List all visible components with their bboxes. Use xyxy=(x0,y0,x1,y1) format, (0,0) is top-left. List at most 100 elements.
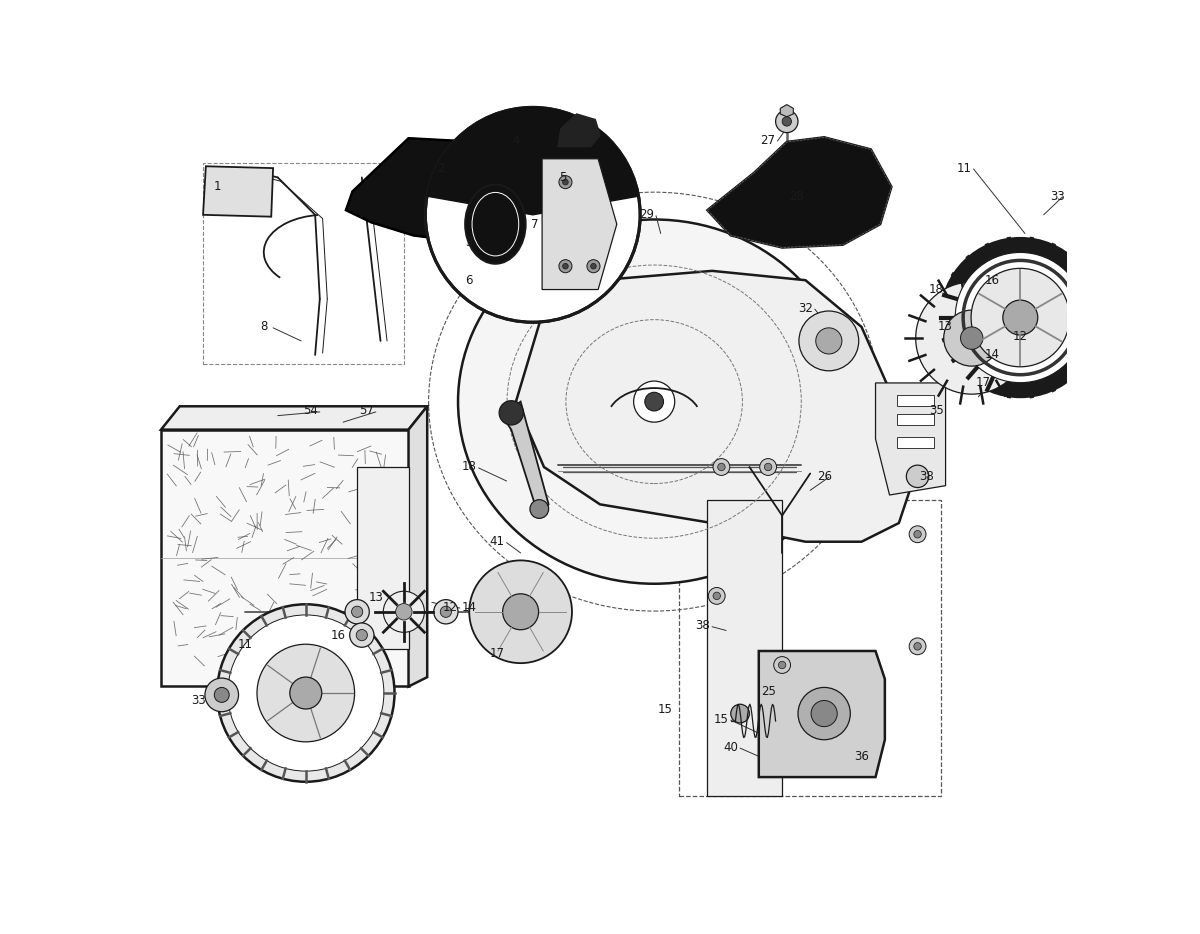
Text: 12: 12 xyxy=(443,601,458,614)
Circle shape xyxy=(469,560,572,663)
Polygon shape xyxy=(898,437,935,448)
Circle shape xyxy=(779,661,786,669)
Text: 25: 25 xyxy=(761,685,775,698)
Circle shape xyxy=(782,117,792,126)
Polygon shape xyxy=(758,651,884,777)
Circle shape xyxy=(941,238,1099,397)
Circle shape xyxy=(775,110,798,133)
Polygon shape xyxy=(708,137,892,248)
Text: 38: 38 xyxy=(919,470,935,483)
Circle shape xyxy=(713,592,720,600)
Text: 32: 32 xyxy=(798,302,812,315)
Polygon shape xyxy=(427,107,638,215)
Text: 54: 54 xyxy=(304,404,318,417)
Text: 16: 16 xyxy=(985,274,1000,287)
Circle shape xyxy=(914,531,922,538)
Polygon shape xyxy=(898,414,935,425)
Circle shape xyxy=(811,700,838,727)
Polygon shape xyxy=(542,159,617,290)
Text: 14: 14 xyxy=(462,601,476,614)
Text: 11: 11 xyxy=(238,638,252,651)
Circle shape xyxy=(960,327,983,349)
Text: 57: 57 xyxy=(359,404,374,417)
Text: 36: 36 xyxy=(854,750,869,763)
Polygon shape xyxy=(161,406,427,430)
Text: 38: 38 xyxy=(695,619,710,632)
Circle shape xyxy=(503,594,539,630)
Text: 8: 8 xyxy=(260,320,268,333)
Text: 1: 1 xyxy=(214,180,221,193)
Text: 15: 15 xyxy=(658,703,673,716)
Circle shape xyxy=(708,587,725,604)
Text: 11: 11 xyxy=(956,162,972,175)
Circle shape xyxy=(943,310,1000,366)
Circle shape xyxy=(433,600,458,624)
Text: 41: 41 xyxy=(490,535,505,548)
Circle shape xyxy=(215,687,229,702)
Circle shape xyxy=(228,615,384,771)
Text: 18: 18 xyxy=(929,283,943,296)
Circle shape xyxy=(563,179,569,185)
Text: 13: 13 xyxy=(368,591,383,604)
Circle shape xyxy=(718,463,725,471)
Circle shape xyxy=(910,526,926,543)
Polygon shape xyxy=(876,383,946,495)
Text: 6: 6 xyxy=(466,274,473,287)
Circle shape xyxy=(290,677,322,709)
Circle shape xyxy=(349,623,374,647)
Circle shape xyxy=(644,392,664,411)
Polygon shape xyxy=(502,402,548,518)
Text: 17: 17 xyxy=(490,647,505,660)
Circle shape xyxy=(590,263,596,269)
Text: 18: 18 xyxy=(462,460,476,474)
Text: 33: 33 xyxy=(191,694,205,707)
Text: 12: 12 xyxy=(1013,330,1027,343)
Circle shape xyxy=(760,459,776,475)
Circle shape xyxy=(799,311,859,371)
Circle shape xyxy=(563,263,569,269)
Circle shape xyxy=(440,606,451,617)
Ellipse shape xyxy=(458,219,851,584)
Circle shape xyxy=(914,643,922,650)
Text: 3: 3 xyxy=(466,236,473,249)
Text: 7: 7 xyxy=(530,218,539,231)
Text: 26: 26 xyxy=(817,470,832,483)
Text: 35: 35 xyxy=(929,404,943,417)
Text: 28: 28 xyxy=(788,190,804,203)
Circle shape xyxy=(713,459,730,475)
Circle shape xyxy=(352,606,362,617)
Polygon shape xyxy=(408,406,427,686)
Circle shape xyxy=(816,328,842,354)
Circle shape xyxy=(906,465,929,488)
Polygon shape xyxy=(516,271,918,542)
Circle shape xyxy=(971,268,1069,367)
Text: 27: 27 xyxy=(761,134,775,147)
Text: 13: 13 xyxy=(938,320,953,333)
Text: 33: 33 xyxy=(1050,190,1066,203)
Polygon shape xyxy=(203,166,274,217)
Circle shape xyxy=(499,401,523,425)
Circle shape xyxy=(764,463,772,471)
Circle shape xyxy=(731,704,750,723)
Text: 40: 40 xyxy=(724,741,738,754)
Polygon shape xyxy=(708,500,782,796)
Circle shape xyxy=(530,500,548,518)
Polygon shape xyxy=(358,467,408,649)
Circle shape xyxy=(396,603,412,620)
Text: 16: 16 xyxy=(331,629,346,642)
Circle shape xyxy=(217,604,395,782)
Circle shape xyxy=(634,381,674,422)
Ellipse shape xyxy=(466,184,526,263)
Polygon shape xyxy=(161,430,408,686)
Text: 29: 29 xyxy=(640,208,654,221)
Circle shape xyxy=(916,282,1027,394)
Circle shape xyxy=(425,107,640,322)
Text: 14: 14 xyxy=(985,348,1000,361)
Polygon shape xyxy=(780,105,793,117)
Circle shape xyxy=(205,678,239,712)
Circle shape xyxy=(983,307,1044,369)
Polygon shape xyxy=(346,138,521,241)
Circle shape xyxy=(774,657,791,673)
Circle shape xyxy=(955,252,1085,383)
Text: 2: 2 xyxy=(438,162,445,175)
